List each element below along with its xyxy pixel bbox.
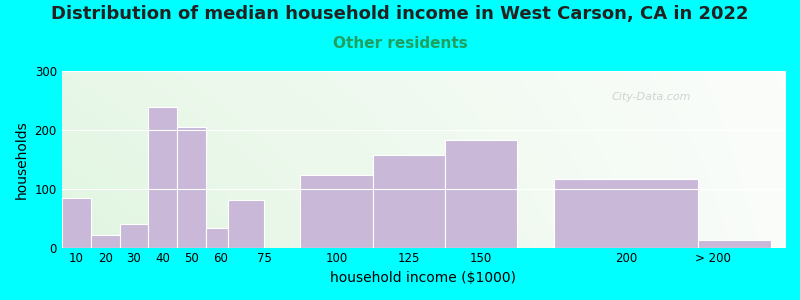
- Bar: [90, 235, 119, 248]
- Bar: [228, 200, 264, 247]
- Bar: [373, 155, 445, 247]
- X-axis label: household income ($1000): household income ($1000): [330, 271, 516, 285]
- Bar: [62, 198, 90, 248]
- Bar: [554, 179, 698, 247]
- Bar: [300, 175, 373, 248]
- Bar: [149, 107, 178, 248]
- Bar: [178, 127, 206, 248]
- Bar: [698, 240, 770, 247]
- Text: City-Data.com: City-Data.com: [611, 92, 691, 102]
- Text: Other residents: Other residents: [333, 36, 467, 51]
- Bar: [119, 224, 149, 247]
- Bar: [206, 228, 228, 248]
- Bar: [445, 140, 518, 248]
- Y-axis label: households: households: [15, 120, 29, 199]
- Text: Distribution of median household income in West Carson, CA in 2022: Distribution of median household income …: [51, 4, 749, 22]
